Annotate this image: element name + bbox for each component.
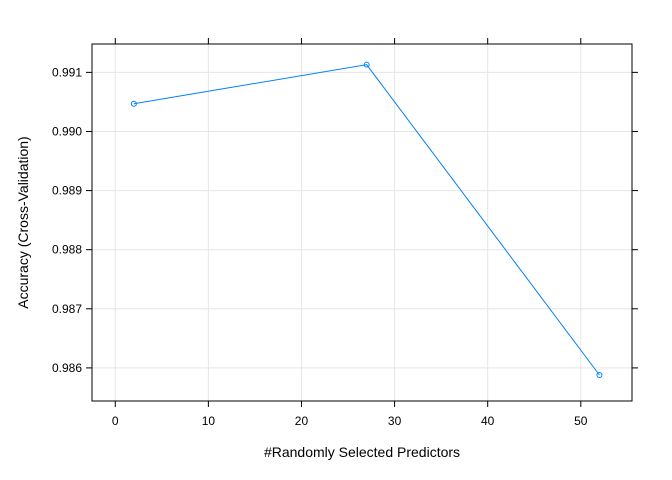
tick-labels: 0 10 20 30 40 50 0.986 0.987 0.988 0.989 0.990 0.99… <box>52 65 588 428</box>
x-tick-label: 50 <box>574 414 588 428</box>
y-tick-label: 0.987 <box>52 302 82 316</box>
x-axis-label: #Randomly Selected Predictors <box>264 444 460 460</box>
axis-ticks <box>86 38 638 407</box>
y-tick-label: 0.991 <box>52 65 82 79</box>
y-tick-label: 0.988 <box>52 243 82 257</box>
data-point <box>363 61 370 68</box>
plot-frame <box>91 43 633 402</box>
y-tick-label: 0.989 <box>52 184 82 198</box>
series-layer <box>130 61 603 378</box>
x-tick-label: 20 <box>295 414 309 428</box>
data-point <box>130 100 137 107</box>
x-tick-label: 10 <box>202 414 216 428</box>
data-point <box>596 371 603 378</box>
x-tick-label: 40 <box>481 414 495 428</box>
y-axis-label: Accuracy (Cross-Validation) <box>15 136 31 308</box>
x-tick-label: 0 <box>112 414 119 428</box>
grid-lines <box>92 44 632 401</box>
y-tick-label: 0.986 <box>52 361 82 375</box>
x-tick-label: 30 <box>388 414 402 428</box>
y-tick-label: 0.990 <box>52 124 82 138</box>
series-line-0 <box>133 64 600 376</box>
